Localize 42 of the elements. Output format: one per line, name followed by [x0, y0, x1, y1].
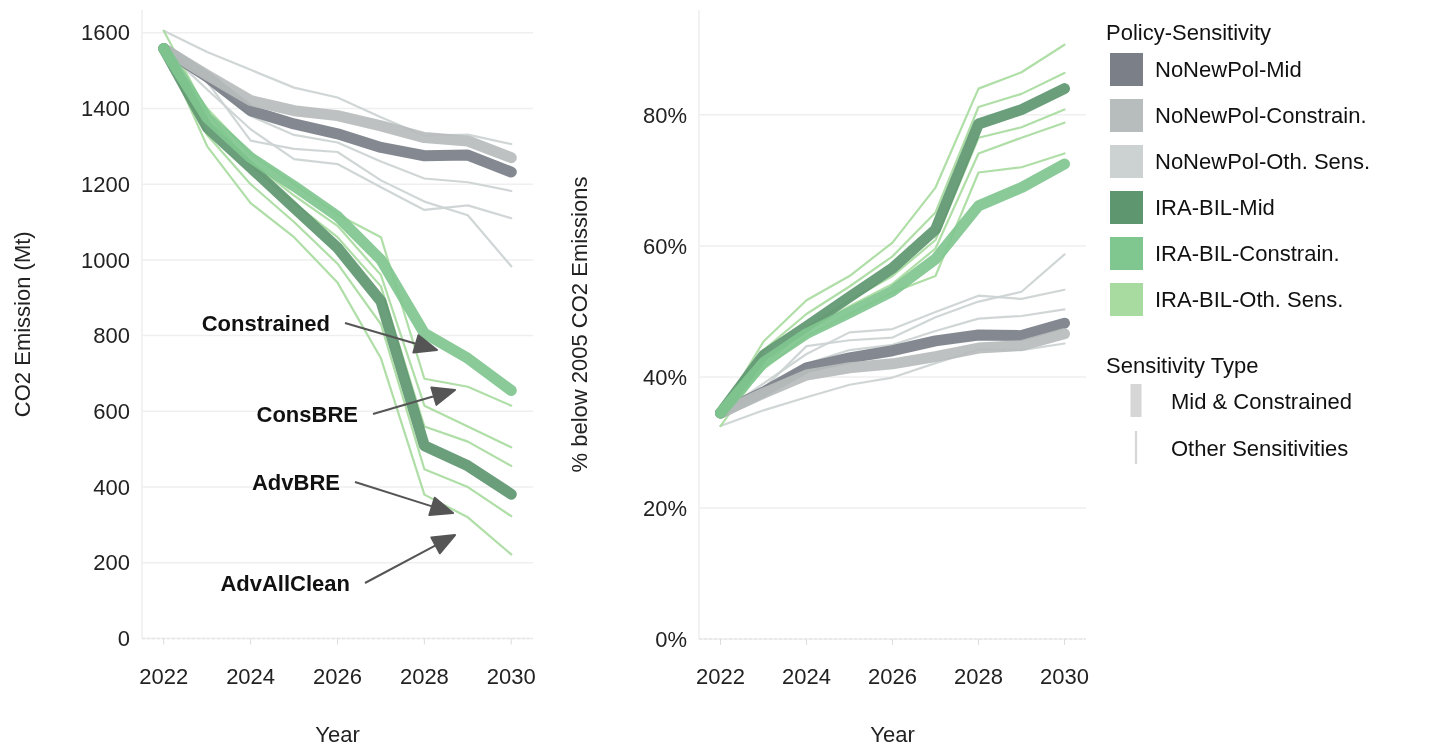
y-tick-label: 60%	[642, 233, 687, 259]
annotation: AdvAllClean	[220, 570, 350, 596]
y-tick-label: 1400	[81, 96, 130, 122]
y-tick-label: 0	[117, 626, 130, 652]
y-tick-label: 400	[93, 474, 130, 500]
y-tick-label: 200	[93, 550, 130, 576]
y-tick-label: 1000	[81, 247, 130, 273]
annotation: Constrained	[201, 310, 330, 336]
x-tick-label: 2022	[696, 664, 745, 689]
y-tick-label: 40%	[642, 364, 687, 390]
legend-label: NoNewPol-Constrain.	[1155, 103, 1367, 129]
x-tick-label: 2028	[399, 663, 449, 689]
y-axis-title: CO2 Emission (Mt)	[10, 231, 35, 418]
x-axis-title: Year	[315, 722, 360, 747]
text: Sensitivity Type	[1106, 353, 1259, 378]
x-tick-label: 2022	[139, 663, 189, 689]
text: Other Sensitivities	[1171, 435, 1349, 461]
y-tick-label: 20%	[642, 495, 687, 521]
legend-label: IRA-BIL-Mid	[1155, 195, 1275, 221]
y-tick-label: 1600	[81, 20, 130, 46]
x-tick-label: 2024	[226, 663, 276, 689]
x-tick-label: 2026	[313, 663, 362, 689]
y-axis-title: % below 2005 CO2 Emissions	[567, 176, 592, 473]
x-tick-label: 2026	[868, 664, 917, 689]
legend-label: NoNewPol-Mid	[1155, 57, 1302, 83]
y-tick-label: 600	[93, 399, 130, 425]
y-tick-label: 1200	[81, 171, 130, 197]
y-tick-label: 80%	[642, 102, 687, 128]
x-tick-label: 2030	[486, 663, 536, 689]
x-tick-label: 2024	[782, 664, 831, 689]
legend-label: IRA-BIL-Constrain.	[1155, 241, 1340, 267]
y-tick-label: 800	[93, 323, 130, 349]
y-tick-label: 0%	[655, 626, 687, 652]
text: Mid & Constrained	[1171, 388, 1352, 414]
annotation: ConsBRE	[256, 401, 358, 427]
x-tick-label: 2030	[1040, 664, 1089, 689]
x-tick-label: 2028	[954, 664, 1003, 689]
legend-title: Policy-Sensitivity	[1106, 20, 1272, 45]
legend-label: NoNewPol-Oth. Sens.	[1155, 149, 1371, 175]
x-axis-title: Year	[870, 722, 915, 747]
legend-label: IRA-BIL-Oth. Sens.	[1155, 287, 1344, 313]
annotation: AdvBRE	[251, 469, 340, 495]
